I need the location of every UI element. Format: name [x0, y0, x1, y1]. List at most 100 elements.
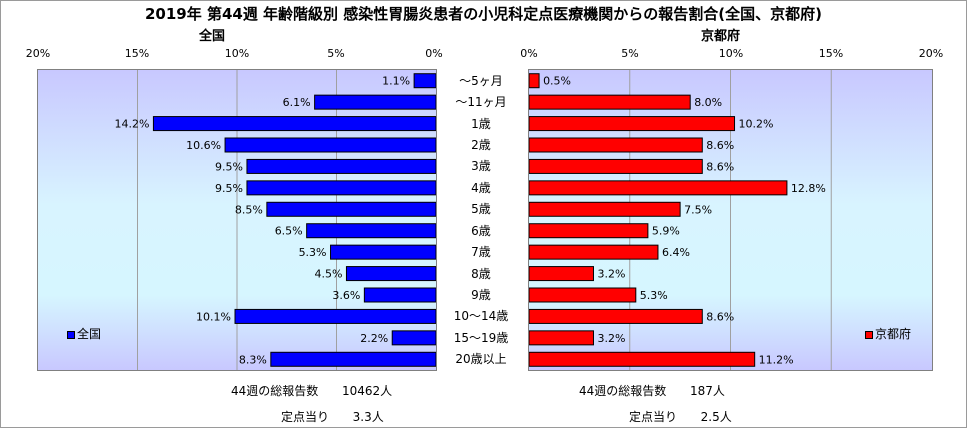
- left-legend-label: 全国: [77, 327, 102, 341]
- right-tick-0: 0%: [520, 47, 538, 60]
- left-tick-0: 0%: [425, 47, 443, 60]
- category-label-1: ～11ヶ月: [455, 95, 507, 110]
- left-value-label-7: 6.5%: [275, 225, 303, 238]
- left-bar-chart: 1.1% 6.1% 14.2% 10.6% 9.5% 9.5% 8.5% 6.5% 5.3% 4.…: [38, 70, 436, 370]
- category-label-0: ～5ヶ月: [459, 73, 503, 88]
- right-value-label-6: 7.5%: [684, 203, 712, 216]
- left-bar-8: [330, 244, 436, 260]
- right-total-value: 187人: [689, 384, 725, 398]
- right-bar-2: [529, 116, 736, 132]
- right-tick-15: 15%: [818, 47, 844, 60]
- category-label-9: 8歳: [471, 266, 491, 281]
- left-plot-area: 1.1% 6.1% 14.2% 10.6% 9.5% 9.5% 8.5% 6.5% 5.3% 4.…: [37, 69, 437, 371]
- right-per-label: 定点当り: [629, 410, 678, 424]
- left-value-label-3: 10.6%: [186, 139, 221, 152]
- left-legend: 全国: [67, 325, 101, 342]
- right-value-label-2: 10.2%: [739, 118, 774, 131]
- right-tick-20: 20%: [918, 47, 944, 60]
- left-value-label-8: 5.3%: [299, 246, 327, 259]
- left-per-label: 定点当り: [281, 410, 330, 424]
- left-footer-total: 44週の総報告数 10462人: [231, 382, 392, 399]
- left-bar-1: [314, 94, 436, 110]
- right-bar-9: [529, 266, 594, 282]
- category-label-2: 1歳: [471, 116, 491, 131]
- category-label-11: 10～14歳: [453, 309, 509, 324]
- right-value-label-0: 0.5%: [543, 75, 571, 88]
- category-label-13: 20歳以上: [455, 352, 507, 367]
- category-label-12: 15～19歳: [453, 330, 509, 345]
- left-value-label-0: 1.1%: [382, 75, 410, 88]
- right-bar-chart: 0.5% 8.0% 10.2% 8.6% 8.6% 12.8% 7.5% 5.9% 6.4% 3.…: [529, 70, 932, 370]
- right-panel-subtitle: 京都府: [701, 29, 741, 44]
- right-footer-total: 44週の総報告数 187人: [579, 382, 725, 399]
- left-value-label-9: 4.5%: [314, 268, 342, 281]
- left-total-label: 44週の総報告数: [231, 384, 319, 398]
- right-value-label-7: 5.9%: [652, 225, 680, 238]
- left-tick-15: 15%: [124, 47, 150, 60]
- left-bar-4: [246, 158, 436, 174]
- right-bar-4: [529, 158, 703, 174]
- category-label-4: 3歳: [471, 159, 491, 174]
- left-value-label-2: 14.2%: [114, 118, 149, 131]
- left-bar-5: [246, 180, 436, 196]
- left-bar-10: [363, 287, 436, 303]
- right-value-label-13: 11.2%: [759, 353, 794, 366]
- left-bar-3: [224, 137, 436, 153]
- left-value-label-5: 9.5%: [215, 182, 243, 195]
- left-bar-9: [345, 266, 436, 282]
- right-value-label-3: 8.6%: [706, 139, 734, 152]
- right-bar-13: [529, 351, 756, 367]
- left-value-label-11: 10.1%: [196, 310, 231, 323]
- right-bar-1: [529, 94, 691, 110]
- left-value-label-4: 9.5%: [215, 160, 243, 173]
- category-label-8: 7歳: [471, 245, 491, 260]
- left-value-label-12: 2.2%: [360, 332, 388, 345]
- category-label-3: 2歳: [471, 138, 491, 152]
- category-label-10: 9歳: [471, 288, 491, 302]
- left-tick-10: 10%: [224, 47, 250, 60]
- category-label-7: 6歳: [471, 223, 491, 238]
- right-value-label-4: 8.6%: [706, 160, 734, 173]
- chart-title: 2019年 第44週 年齢階級別 感染性胃腸炎患者の小児科定点医療機関からの報告…: [144, 5, 822, 23]
- right-legend-swatch: [865, 330, 873, 339]
- left-bar-13: [270, 351, 436, 367]
- right-bar-8: [529, 244, 659, 260]
- category-label-5: 4歳: [471, 180, 491, 195]
- right-value-label-5: 12.8%: [791, 182, 826, 195]
- left-total-value: 10462人: [341, 384, 393, 398]
- right-bar-5: [529, 180, 788, 196]
- right-footer-per: 定点当り 2.5人: [629, 408, 732, 425]
- right-value-label-8: 6.4%: [662, 246, 690, 259]
- left-tick-5: 5%: [327, 47, 345, 60]
- left-value-label-6: 8.5%: [235, 203, 263, 216]
- category-label-6: 5歳: [471, 202, 491, 217]
- right-plot-area: 0.5% 8.0% 10.2% 8.6% 8.6% 12.8% 7.5% 5.9% 6.4% 3.…: [528, 69, 933, 371]
- right-tick-5: 5%: [621, 47, 639, 60]
- left-bar-2: [152, 116, 436, 132]
- right-bar-3: [529, 137, 703, 153]
- right-value-label-10: 5.3%: [640, 289, 668, 302]
- right-value-label-1: 8.0%: [694, 96, 722, 109]
- right-legend: 京都府: [865, 325, 911, 342]
- right-value-label-9: 3.2%: [597, 268, 625, 281]
- left-value-label-13: 8.3%: [239, 353, 267, 366]
- left-tick-20: 20%: [25, 47, 51, 60]
- left-bar-6: [266, 201, 436, 217]
- right-tick-10: 10%: [718, 47, 744, 60]
- right-bar-6: [529, 201, 681, 217]
- right-value-label-12: 3.2%: [597, 332, 625, 345]
- right-bar-11: [529, 308, 703, 324]
- right-bar-7: [529, 223, 649, 239]
- left-bar-12: [391, 330, 436, 346]
- left-bar-7: [306, 223, 436, 239]
- left-bar-11: [234, 308, 436, 324]
- right-per-value: 2.5人: [700, 410, 732, 424]
- right-bar-12: [529, 330, 594, 346]
- left-value-label-10: 3.6%: [332, 289, 360, 302]
- right-total-label: 44週の総報告数: [579, 384, 667, 398]
- right-legend-label: 京都府: [875, 327, 912, 341]
- left-legend-swatch: [67, 330, 75, 339]
- left-per-value: 3.3人: [352, 410, 384, 424]
- right-bar-0: [529, 73, 540, 89]
